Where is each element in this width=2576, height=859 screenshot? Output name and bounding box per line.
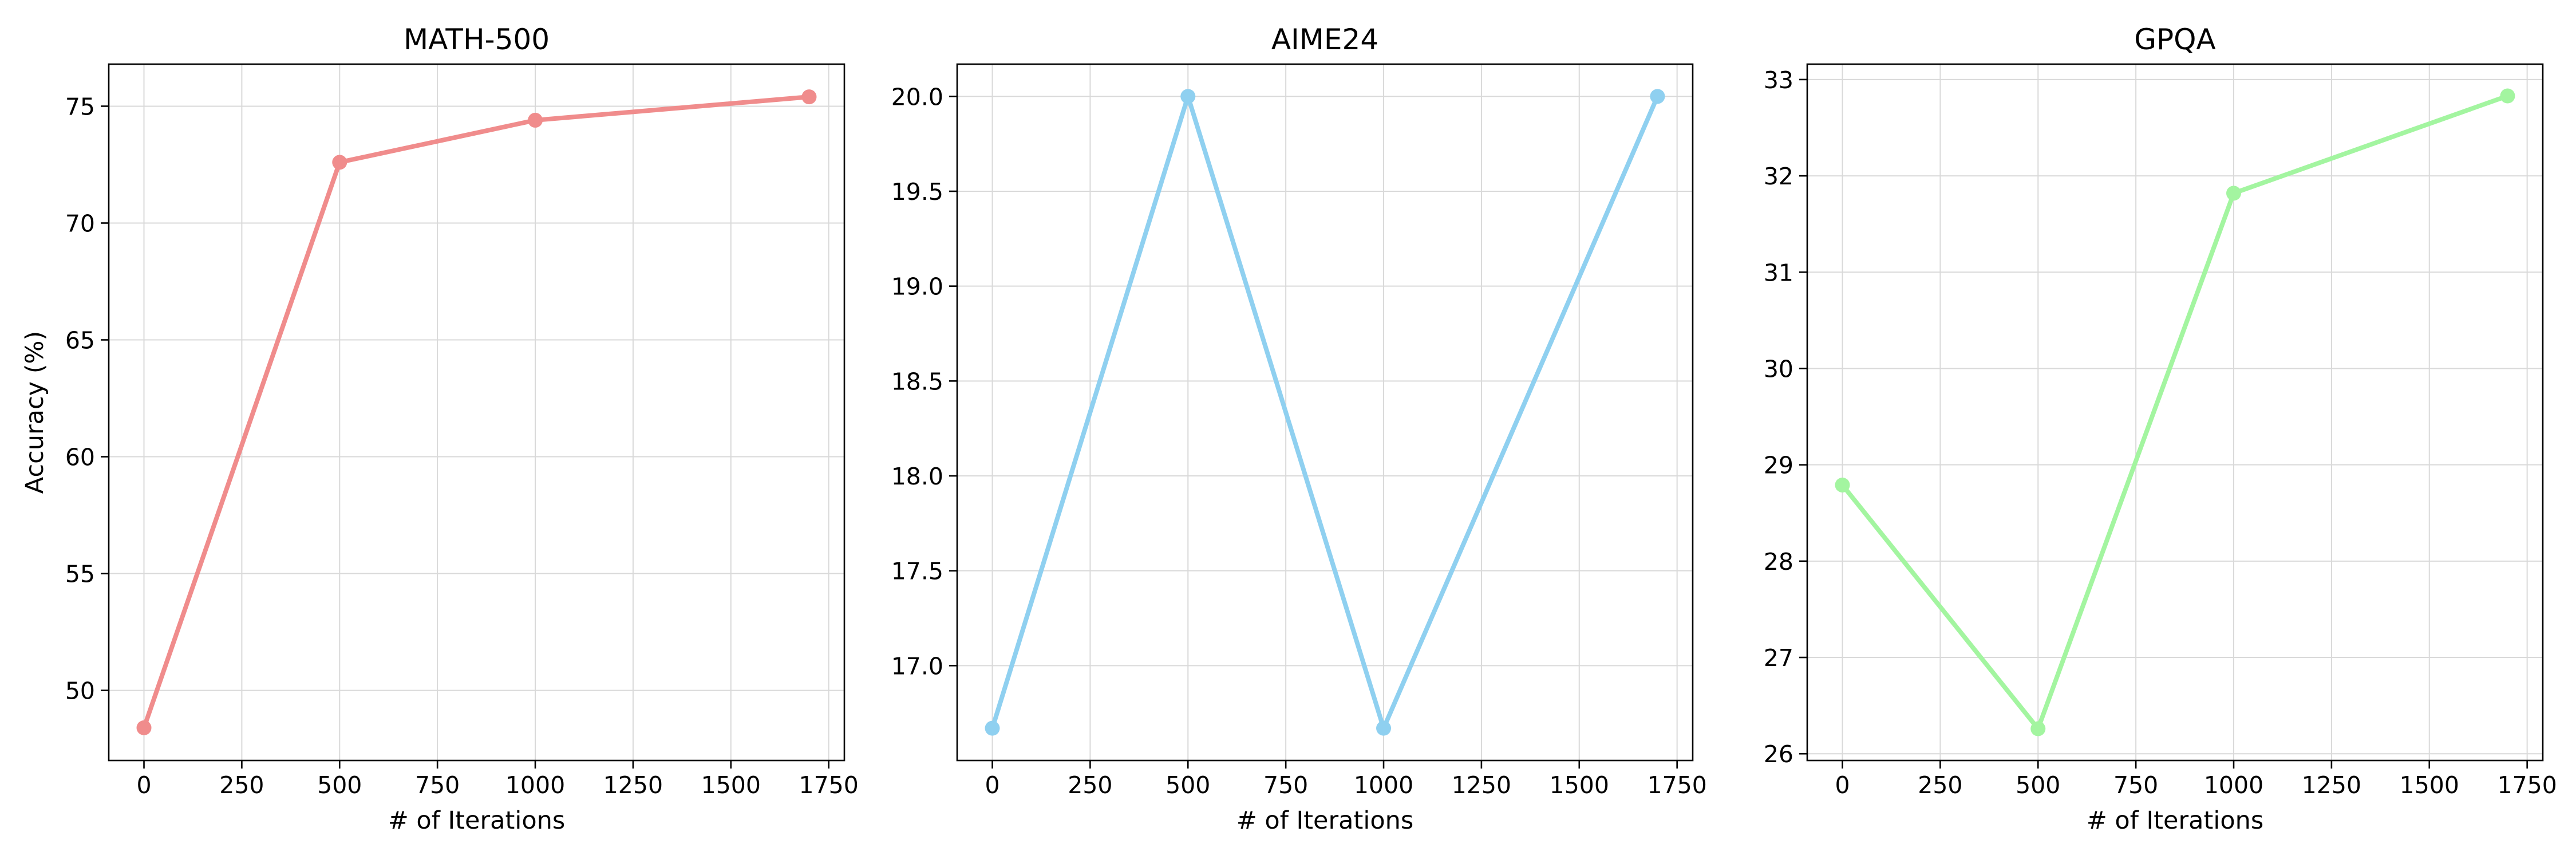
x-tick-label: 1750 [2497, 771, 2557, 799]
y-tick-label: 19.5 [891, 178, 943, 206]
chart-title: MATH-500 [404, 23, 550, 56]
x-axis-label: # of Iterations [1236, 806, 1414, 835]
x-tick-label: 500 [1165, 771, 1210, 799]
y-tick-label: 50 [65, 677, 95, 705]
y-tick-label: 31 [1764, 259, 1793, 286]
x-tick-label: 250 [1918, 771, 1962, 799]
x-tick-label: 1250 [1452, 771, 1511, 799]
series-line [990, 94, 1660, 731]
x-tick-label: 1250 [603, 771, 663, 799]
x-axis-label: # of Iterations [2087, 806, 2264, 835]
data-point [1180, 89, 1196, 104]
y-tick-label: 29 [1764, 452, 1793, 479]
data-point [136, 720, 152, 735]
chart-title: AIME24 [1271, 23, 1378, 56]
y-tick-label: 20.0 [891, 83, 943, 111]
y-tick-label: 60 [65, 444, 95, 471]
y-tick-label: 19.0 [891, 273, 943, 301]
data-point [1835, 477, 1850, 492]
x-tick-label: 1500 [1550, 771, 1609, 799]
data-point [1376, 720, 1392, 736]
data-point [1650, 89, 1665, 104]
x-tick-label: 0 [985, 771, 999, 799]
y-tick-label: 65 [65, 327, 95, 354]
x-tick-label: 1250 [2302, 771, 2361, 799]
chart-title: GPQA [2134, 23, 2215, 56]
data-point [528, 112, 543, 128]
x-tick-label: 0 [1835, 771, 1850, 799]
chart-panel-2: 0 250 500 750 1000 1250 1500 1750 17.0 17.5 18.0 18… [891, 23, 1707, 835]
x-tick-label: 500 [2016, 771, 2060, 799]
y-tick-label: 70 [65, 210, 95, 237]
y-tick-label: 17.0 [891, 652, 943, 680]
y-tick-label: 18.5 [891, 368, 943, 395]
x-tick-label: 1000 [2204, 771, 2263, 799]
x-tick-label: 250 [1068, 771, 1112, 799]
x-tick-label: 250 [219, 771, 264, 799]
x-tick-label: 1750 [1647, 771, 1706, 799]
axes-frame [956, 63, 1694, 762]
y-tick-label: 32 [1764, 163, 1793, 190]
y-tick-label: 33 [1764, 66, 1793, 94]
y-axis-label: Accuracy (%) [21, 331, 49, 494]
y-tick-label: 75 [65, 93, 95, 120]
axes-frame [108, 63, 846, 762]
y-tick-label: 55 [65, 561, 95, 588]
y-tick-label: 27 [1764, 644, 1793, 672]
x-tick-label: 0 [136, 771, 151, 799]
x-tick-label: 750 [415, 771, 460, 799]
data-point [2030, 721, 2046, 736]
data-point [2500, 88, 2515, 104]
x-tick-label: 1500 [2400, 771, 2459, 799]
x-tick-label: 1000 [505, 771, 565, 799]
data-point [2226, 186, 2242, 201]
series-line [1840, 93, 2510, 731]
y-tick-label: 28 [1764, 548, 1793, 576]
x-tick-label: 1750 [799, 771, 858, 799]
x-tick-label: 750 [2113, 771, 2158, 799]
chart-panel-1: 0 250 500 750 1000 1250 1500 1750 50 55 60 65 70 75 MA… [21, 23, 859, 835]
x-tick-label: 1000 [1354, 771, 1413, 799]
x-tick-label: 750 [1263, 771, 1308, 799]
x-tick-label: 1500 [701, 771, 761, 799]
chart-panel-3: 0 250 500 750 1000 1250 1500 1750 26 27 28 29 30 31 32… [1764, 23, 2557, 835]
data-point [801, 89, 817, 105]
data-point [985, 720, 1000, 736]
x-axis-label: # of Iterations [388, 806, 566, 835]
y-tick-label: 18.0 [891, 463, 943, 490]
y-tick-label: 17.5 [891, 558, 943, 585]
data-point [332, 155, 347, 170]
axes-frame [1806, 63, 2544, 762]
y-tick-label: 26 [1764, 740, 1793, 768]
x-tick-label: 500 [317, 771, 362, 799]
y-tick-label: 30 [1764, 355, 1793, 383]
series-line [141, 94, 812, 730]
